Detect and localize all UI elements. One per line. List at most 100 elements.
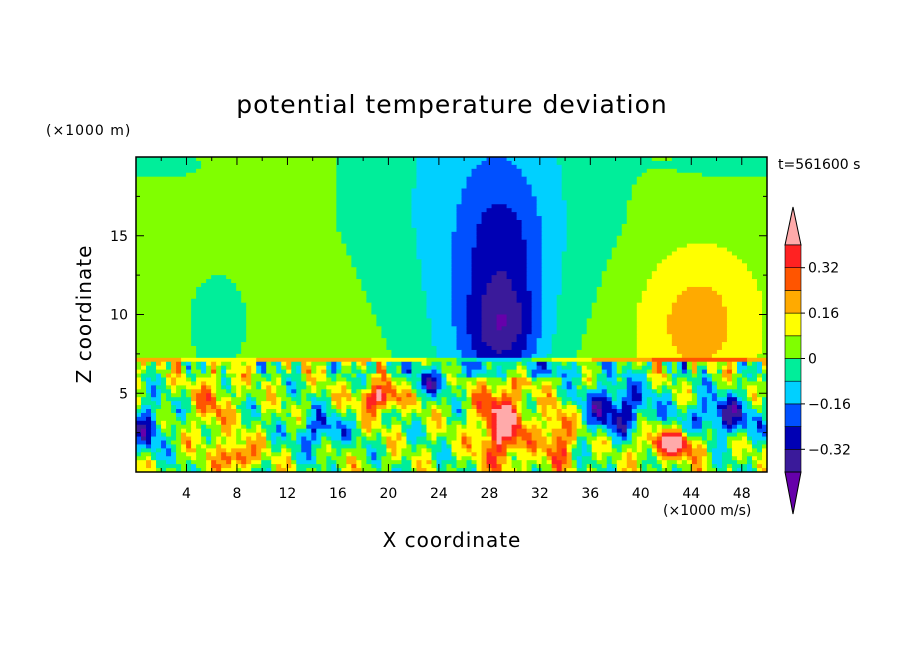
contour-cell [621, 440, 633, 446]
contour-cell [526, 468, 533, 472]
contour-cell [576, 440, 583, 446]
contour-cell [731, 464, 748, 469]
contour-cell [451, 255, 473, 260]
contour-cell [726, 389, 733, 394]
contour-cell [756, 440, 767, 446]
contour-cell [456, 456, 463, 461]
contour-cell [181, 409, 187, 414]
contour-cell [231, 377, 242, 383]
contour-cell [246, 302, 372, 308]
contour-cell [741, 456, 748, 461]
contour-cell [451, 440, 463, 446]
contour-cell [156, 377, 162, 383]
contour-cell [581, 342, 638, 347]
contour-cell [521, 235, 543, 241]
contour-cell [651, 397, 673, 402]
contour-cell [366, 385, 372, 390]
contour-cell [351, 389, 357, 394]
contour-cell [201, 160, 337, 166]
contour-cell [626, 389, 633, 394]
contour-cell [296, 452, 307, 457]
contour-cell [631, 405, 638, 410]
contour-cell [416, 444, 428, 449]
contour-cell [466, 460, 473, 465]
contour-cell [336, 184, 418, 190]
contour-cell [336, 196, 413, 201]
contour-cell [511, 436, 518, 442]
contour-cell [486, 385, 493, 390]
contour-cell [671, 420, 678, 426]
contour-cell [761, 464, 767, 469]
contour-cell [211, 460, 217, 465]
contour-cell [401, 436, 408, 442]
contour-cell [531, 369, 553, 375]
contour-cell [351, 432, 362, 438]
contour-cell [646, 464, 653, 469]
contour-cell [391, 361, 403, 367]
contour-cell [326, 365, 332, 371]
contour-cell [166, 393, 172, 398]
contour-cell [706, 432, 713, 438]
contour-cell [621, 231, 767, 237]
contour-cell [461, 188, 533, 194]
contour-cell [526, 243, 543, 249]
contour-cell [161, 432, 167, 438]
contour-cell [611, 361, 618, 367]
contour-cell [686, 452, 693, 457]
contour-cell [606, 263, 658, 268]
contour-cell [366, 452, 372, 457]
contour-cell [416, 381, 423, 386]
contour-cell [506, 389, 513, 394]
contour-cell [236, 412, 242, 418]
contour-cell [136, 353, 197, 359]
contour-cell [136, 227, 337, 233]
contour-cell [491, 416, 498, 422]
contour-cell [551, 440, 558, 446]
contour-cell [551, 460, 563, 465]
contour-cell [551, 416, 558, 422]
contour-cell [226, 436, 237, 442]
contour-cell [201, 381, 207, 386]
contour-cell [636, 389, 643, 394]
contour-cell [746, 385, 758, 390]
contour-cell [711, 373, 723, 379]
contour-cell [561, 275, 603, 280]
contour-cell [526, 275, 543, 280]
contour-cell [286, 420, 297, 426]
contour-cell [491, 436, 498, 442]
contour-cell [671, 306, 728, 312]
contour-cell [431, 326, 458, 331]
contour-cell [326, 444, 332, 449]
contour-cell [566, 200, 628, 205]
contour-cell [501, 377, 508, 383]
contour-cell [481, 220, 523, 225]
contour-cell [196, 361, 202, 367]
contour-cell [536, 444, 558, 449]
contour-cell [746, 424, 758, 430]
contour-cell [661, 381, 668, 386]
contour-cell [411, 464, 418, 469]
contour-cell [701, 409, 708, 414]
contour-cell [526, 440, 533, 446]
contour-cell [196, 294, 242, 300]
contour-cell [696, 444, 703, 449]
contour-cell [726, 401, 733, 406]
contour-cell [361, 436, 367, 442]
contour-cell [596, 373, 608, 379]
contour-cell [146, 440, 152, 446]
contour-cell [541, 263, 563, 268]
contour-cell [281, 428, 287, 434]
contour-cell [256, 432, 262, 438]
contour-cell [696, 401, 703, 406]
contour-cell [151, 389, 157, 394]
contour-cell [206, 385, 212, 390]
contour-cell [696, 385, 708, 390]
contour-cell [561, 452, 568, 457]
contour-cell [646, 377, 653, 383]
contour-cell [191, 389, 202, 394]
contour-cell [556, 444, 568, 449]
contour-cell [636, 306, 673, 312]
contour-cell [676, 412, 688, 418]
contour-cell [471, 271, 498, 276]
contour-cell [341, 401, 362, 406]
